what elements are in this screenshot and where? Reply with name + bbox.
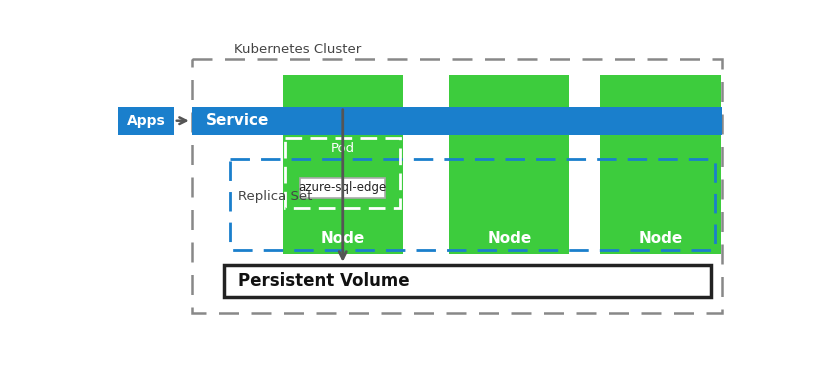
Bar — [449, 75, 568, 107]
Text: Node: Node — [486, 231, 531, 246]
Bar — [283, 75, 402, 107]
Text: Pod: Pod — [330, 142, 355, 155]
Bar — [192, 107, 722, 135]
Text: Kubernetes Cluster: Kubernetes Cluster — [234, 43, 361, 56]
Bar — [600, 75, 720, 107]
Text: Apps: Apps — [126, 114, 165, 128]
Bar — [283, 135, 402, 254]
Text: Persistent Volume: Persistent Volume — [238, 272, 410, 290]
Bar — [300, 178, 385, 198]
Bar — [600, 135, 720, 254]
Bar — [192, 59, 722, 313]
Bar — [224, 265, 710, 297]
Text: Node: Node — [638, 231, 681, 246]
Bar — [449, 135, 568, 254]
Text: azure-sql-edge: azure-sql-edge — [298, 181, 387, 194]
Text: Replica Set: Replica Set — [238, 190, 312, 204]
Text: Service: Service — [206, 113, 269, 128]
Bar — [285, 138, 400, 208]
Bar — [118, 107, 174, 135]
Bar — [230, 159, 714, 250]
Text: Node: Node — [320, 231, 364, 246]
